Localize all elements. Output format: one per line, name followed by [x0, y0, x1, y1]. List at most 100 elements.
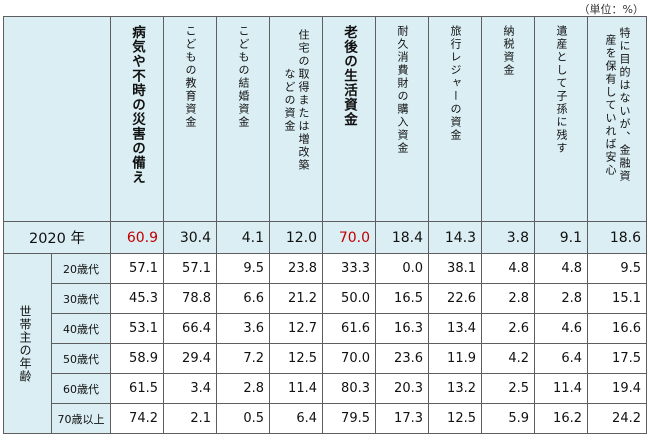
cell-value: 9.5 — [587, 253, 647, 284]
cell-value: 12.5 — [428, 403, 482, 434]
cell-value: 45.3 — [110, 283, 164, 314]
cell-value: 13.4 — [428, 313, 482, 344]
cell-value: 6.4 — [534, 343, 588, 374]
col-header-0: 病気や不時の災害の備え — [110, 16, 164, 222]
cell-value: 5.9 — [481, 403, 535, 434]
cell-value: 61.6 — [322, 313, 376, 344]
cell-value: 80.3 — [322, 373, 376, 404]
cell-value: 3.4 — [163, 373, 217, 404]
cell-value: 61.5 — [110, 373, 164, 404]
cell-value: 11.4 — [269, 373, 323, 404]
cell-value: 0.0 — [375, 253, 429, 284]
cell-value: 74.2 — [110, 403, 164, 434]
cell-value: 17.3 — [375, 403, 429, 434]
cell-value: 50.0 — [322, 283, 376, 314]
cell-value: 53.1 — [110, 313, 164, 344]
cell-value: 6.4 — [269, 403, 323, 434]
year-label: 2020 年 — [3, 221, 111, 254]
year-value: 9.1 — [534, 221, 588, 254]
table-row: 40歳代 53.1 66.4 3.6 12.7 61.6 16.3 13.4 2… — [4, 313, 647, 344]
cell-value: 2.8 — [534, 283, 588, 314]
col-header-9: 特に目的はないが、金融資産を保有していれば安心 — [587, 16, 647, 222]
cell-value: 38.1 — [428, 253, 482, 284]
year-value: 18.4 — [375, 221, 429, 254]
cell-value: 2.1 — [163, 403, 217, 434]
cell-value: 70.0 — [322, 343, 376, 374]
year-value: 18.6 — [587, 221, 647, 254]
cell-value: 57.1 — [110, 253, 164, 284]
cell-value: 16.5 — [375, 283, 429, 314]
cell-value: 4.6 — [534, 313, 588, 344]
table-row: 70歳以上 74.2 2.1 0.5 6.4 79.5 17.3 12.5 5.… — [4, 403, 647, 434]
table-row: 60歳代 61.5 3.4 2.8 11.4 80.3 20.3 13.2 2.… — [4, 373, 647, 404]
year-value: 70.0 — [322, 221, 376, 254]
table-row: 世帯主の年齢 20歳代 57.1 57.1 9.5 23.8 33.3 0.0 … — [3, 253, 647, 434]
col-header-2: こどもの結婚資金 — [216, 16, 270, 222]
cell-value: 20.3 — [375, 373, 429, 404]
header-row: 病気や不時の災害の備え こどもの教育資金 こどもの結婚資金 住宅の取得または増改… — [3, 16, 647, 222]
cell-value: 13.2 — [428, 373, 482, 404]
cell-value: 21.2 — [269, 283, 323, 314]
cell-value: 11.9 — [428, 343, 482, 374]
col-header-3: 住宅の取得または増改築などの資金 — [269, 16, 323, 222]
col-header-5: 耐久消費財の購入資金 — [375, 16, 429, 222]
cell-value: 23.8 — [269, 253, 323, 284]
cell-value: 2.6 — [481, 313, 535, 344]
cell-value: 16.6 — [587, 313, 647, 344]
cell-value: 9.5 — [216, 253, 270, 284]
year-row: 2020 年 60.9 30.4 4.1 12.0 70.0 18.4 14.3… — [3, 221, 647, 254]
group-label-cell: 世帯主の年齢 — [3, 253, 52, 434]
cell-value: 4.2 — [481, 343, 535, 374]
cell-value: 16.2 — [534, 403, 588, 434]
unit-label: （単位：%） — [578, 3, 644, 16]
cell-value: 0.5 — [216, 403, 270, 434]
cell-value: 6.6 — [216, 283, 270, 314]
cell-value: 15.1 — [587, 283, 647, 314]
cell-value: 4.8 — [481, 253, 535, 284]
cell-value: 33.3 — [322, 253, 376, 284]
cell-value: 58.9 — [110, 343, 164, 374]
col-header-7: 納税資金 — [481, 16, 535, 222]
age-label: 50歳代 — [51, 343, 111, 374]
cell-value: 12.5 — [269, 343, 323, 374]
year-value: 60.9 — [110, 221, 164, 254]
cell-value: 17.5 — [587, 343, 647, 374]
age-label: 70歳以上 — [51, 403, 111, 434]
age-label: 40歳代 — [51, 313, 111, 344]
group-label: 世帯主の年齢 — [18, 304, 32, 383]
year-value: 3.8 — [481, 221, 535, 254]
cell-value: 29.4 — [163, 343, 217, 374]
year-value: 12.0 — [269, 221, 323, 254]
cell-value: 66.4 — [163, 313, 217, 344]
cell-value: 4.8 — [534, 253, 588, 284]
cell-value: 19.4 — [587, 373, 647, 404]
table-row: 50歳代 58.9 29.4 7.2 12.5 70.0 23.6 11.9 4… — [4, 343, 647, 374]
cell-value: 23.6 — [375, 343, 429, 374]
cell-value: 22.6 — [428, 283, 482, 314]
year-value: 30.4 — [163, 221, 217, 254]
cell-value: 16.3 — [375, 313, 429, 344]
col-header-8: 遺産として子孫に残す — [534, 16, 588, 222]
col-header-6: 旅行レジャーの資金 — [428, 16, 482, 222]
cell-value: 2.8 — [481, 283, 535, 314]
cell-value: 2.8 — [216, 373, 270, 404]
age-label: 60歳代 — [51, 373, 111, 404]
age-label: 20歳代 — [51, 253, 111, 284]
cell-value: 3.6 — [216, 313, 270, 344]
cell-value: 11.4 — [534, 373, 588, 404]
col-header-4: 老後の生活資金 — [322, 16, 376, 222]
cell-value: 7.2 — [216, 343, 270, 374]
cell-value: 78.8 — [163, 283, 217, 314]
cell-value: 57.1 — [163, 253, 217, 284]
age-label: 30歳代 — [51, 283, 111, 314]
table-row: 30歳代 45.3 78.8 6.6 21.2 50.0 16.5 22.6 2… — [4, 283, 647, 314]
cell-value: 12.7 — [269, 313, 323, 344]
col-header-1: こどもの教育資金 — [163, 16, 217, 222]
header-corner-cell — [3, 16, 111, 222]
year-value: 4.1 — [216, 221, 270, 254]
cell-value: 2.5 — [481, 373, 535, 404]
cell-value: 24.2 — [587, 403, 647, 434]
cell-value: 79.5 — [322, 403, 376, 434]
savings-purpose-table: 病気や不時の災害の備え こどもの教育資金 こどもの結婚資金 住宅の取得または増改… — [3, 16, 647, 434]
year-value: 14.3 — [428, 221, 482, 254]
